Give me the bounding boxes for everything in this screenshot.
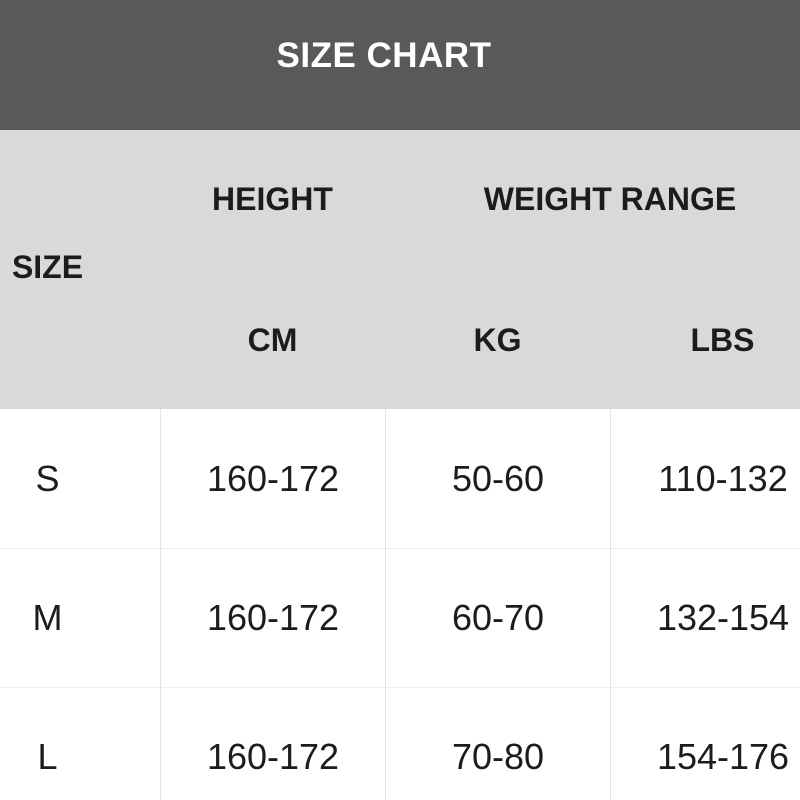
cell-size-l: L: [0, 687, 160, 800]
page-title: SIZE CHART: [276, 36, 492, 75]
cell-lbs-l: 154-176: [610, 687, 800, 800]
size-table: SIZE HEIGHT WEIGHT RANGE CM KG LBS S 160…: [0, 130, 800, 800]
title-bar: SIZE CHART: [0, 0, 800, 130]
cell-lbs-m: 132-154: [610, 548, 800, 687]
subheader-cm: CM: [247, 322, 298, 358]
column-header-size: SIZE: [11, 249, 84, 285]
column-header-height: HEIGHT: [212, 181, 333, 217]
table-body: S 160-172 50-60 110-132 M 160-172 60-70 …: [0, 409, 800, 800]
cell-cm-m: 160-172: [160, 548, 385, 687]
cell-cm-l: 160-172: [160, 687, 385, 800]
subheader-kg: KG: [473, 322, 522, 358]
cell-kg-s: 50-60: [385, 409, 610, 548]
column-header-weight-range: WEIGHT RANGE: [483, 181, 737, 217]
cell-lbs-s: 110-132: [610, 409, 800, 548]
cell-kg-m: 60-70: [385, 548, 610, 687]
cell-size-m: M: [0, 548, 160, 687]
cell-cm-s: 160-172: [160, 409, 385, 548]
table-header: SIZE HEIGHT WEIGHT RANGE CM KG LBS: [0, 130, 800, 409]
cell-size-s: S: [35, 457, 60, 499]
subheader-lbs: LBS: [690, 322, 755, 358]
cell-kg-l: 70-80: [385, 687, 610, 800]
